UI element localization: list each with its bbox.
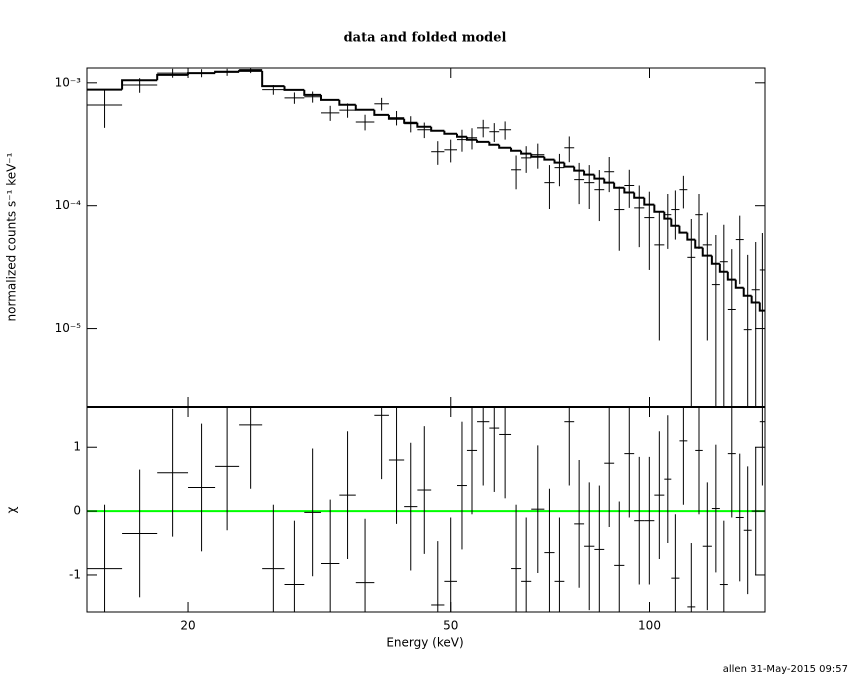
- model-step: [520, 150, 532, 155]
- x-tick-label: 20: [180, 619, 195, 633]
- x-tick-label: 50: [443, 619, 458, 633]
- model-step: [387, 114, 405, 120]
- panel: [87, 407, 765, 612]
- model-step: [633, 192, 645, 199]
- footer: allen 31-May-2015 09:57: [723, 664, 848, 675]
- model-step: [686, 232, 696, 241]
- chart-title: data and folded model: [344, 31, 507, 46]
- model-step: [613, 182, 625, 189]
- model-step: [121, 79, 158, 90]
- model-step: [726, 271, 736, 281]
- model-step: [543, 156, 555, 161]
- y-tick-label: -1: [69, 567, 81, 581]
- model-step: [373, 109, 389, 116]
- model-step: [593, 174, 605, 180]
- y-axis-label: normalized counts s⁻¹ keV⁻¹: [5, 152, 19, 321]
- model-step: [710, 255, 720, 265]
- model-step: [510, 147, 522, 152]
- y-tick-label: 10⁻⁴: [55, 198, 82, 212]
- y-tick-label: 10⁻⁵: [55, 321, 82, 335]
- model-step: [530, 153, 545, 158]
- model-step: [603, 178, 615, 184]
- model-step: [403, 118, 418, 124]
- y-axis-label: χ: [5, 506, 19, 513]
- model-step: [583, 170, 595, 176]
- y-tick-label: 10⁻³: [55, 75, 82, 89]
- model-step: [320, 94, 340, 101]
- model-step: [623, 187, 635, 194]
- model-step: [488, 141, 500, 146]
- model-step: [734, 279, 744, 289]
- model-step: [238, 69, 263, 72]
- y-tick-label: 1: [73, 440, 81, 454]
- model-step: [430, 126, 445, 132]
- model-step: [476, 139, 490, 143]
- model-step: [718, 263, 728, 273]
- model-step: [663, 211, 672, 220]
- model-step: [573, 166, 585, 172]
- model-step: [338, 99, 356, 106]
- x-tick-label: 100: [638, 619, 661, 633]
- model-step: [678, 225, 688, 234]
- model-step: [758, 302, 765, 312]
- panel: [87, 68, 765, 407]
- model-step: [701, 247, 712, 257]
- y-tick-label: 0: [73, 504, 81, 518]
- model-step: [456, 133, 467, 138]
- model-step: [750, 295, 760, 304]
- model-step: [303, 89, 322, 96]
- model-step: [156, 73, 189, 81]
- model-step: [283, 86, 305, 91]
- model-step: [742, 287, 752, 297]
- model-step: [670, 218, 680, 227]
- model-step: [694, 239, 703, 249]
- model-step: [563, 162, 575, 168]
- model-step: [261, 70, 285, 88]
- model-step: [553, 159, 565, 164]
- model-step: [653, 204, 665, 213]
- model-step: [443, 130, 458, 135]
- x-axis-label: Energy (keV): [386, 636, 463, 650]
- model-step: [643, 197, 655, 206]
- frame: [86, 67, 766, 613]
- model-step: [498, 144, 512, 149]
- plot-layer: 10⁻⁵ 10⁻⁴ 10⁻³ -1 0 1 20 50 100: [55, 68, 765, 633]
